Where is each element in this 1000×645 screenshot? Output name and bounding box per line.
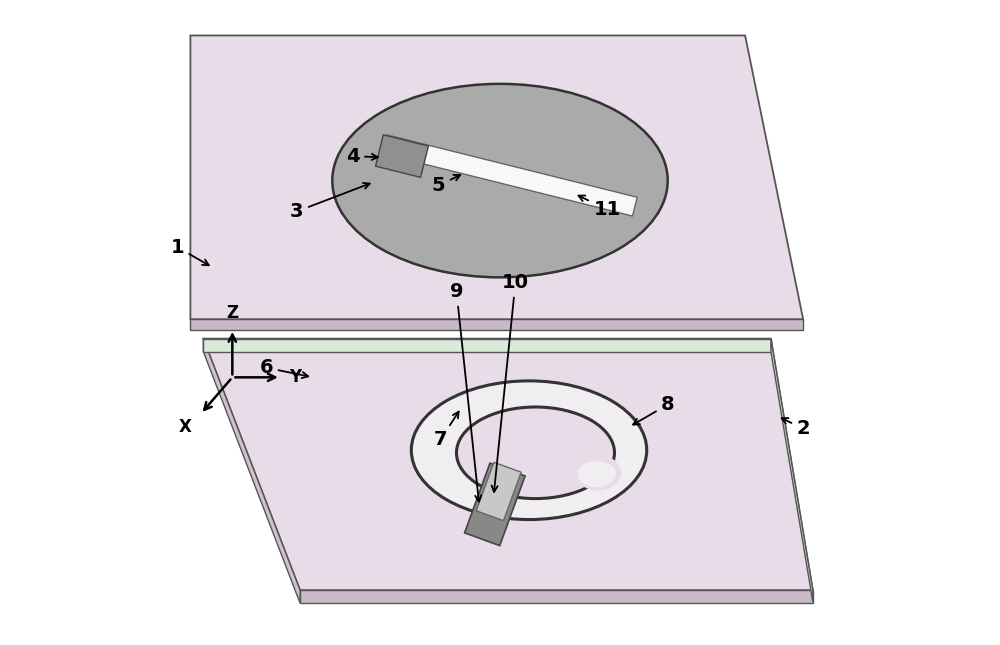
Ellipse shape <box>575 455 621 491</box>
Text: 6: 6 <box>259 358 308 378</box>
Ellipse shape <box>411 381 647 520</box>
Ellipse shape <box>332 84 668 277</box>
Polygon shape <box>382 135 637 216</box>
Polygon shape <box>465 463 525 546</box>
Polygon shape <box>190 35 803 319</box>
Polygon shape <box>476 462 521 521</box>
Text: Y: Y <box>289 368 301 386</box>
Ellipse shape <box>577 461 616 487</box>
Text: 10: 10 <box>492 273 529 492</box>
Text: 8: 8 <box>633 395 675 424</box>
Text: X: X <box>179 419 192 437</box>
Text: 1: 1 <box>170 237 209 265</box>
Polygon shape <box>203 339 771 352</box>
Text: 5: 5 <box>432 175 460 195</box>
Text: 7: 7 <box>434 412 459 450</box>
Text: Z: Z <box>226 304 238 322</box>
Polygon shape <box>203 339 813 590</box>
Text: 4: 4 <box>346 146 378 166</box>
Polygon shape <box>771 339 813 602</box>
Text: 3: 3 <box>290 183 370 221</box>
Text: 9: 9 <box>450 282 481 502</box>
Text: 11: 11 <box>578 195 621 219</box>
Polygon shape <box>376 135 428 177</box>
Polygon shape <box>300 590 813 603</box>
Text: 2: 2 <box>782 418 810 439</box>
Polygon shape <box>190 319 803 330</box>
Polygon shape <box>203 339 300 603</box>
Ellipse shape <box>456 407 614 499</box>
